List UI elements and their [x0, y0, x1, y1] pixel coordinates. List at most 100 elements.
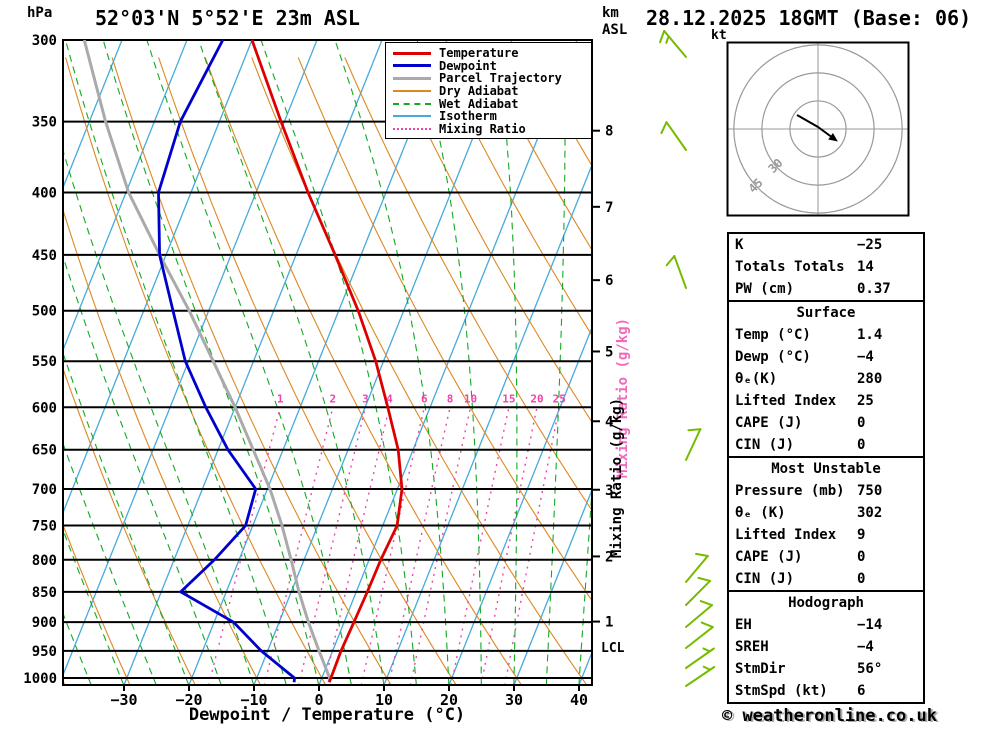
- stats-value: 0: [857, 437, 866, 453]
- svg-text:2: 2: [330, 392, 337, 405]
- svg-text:km: km: [602, 5, 619, 21]
- stats-section-indices: K −25 Totals Totals 14 PW (cm) 0.37: [729, 234, 923, 300]
- legend-swatch-dry_adiabat: [393, 90, 431, 93]
- stats-label: CAPE (J): [735, 549, 803, 565]
- stats-row: CAPE (J) 0: [729, 546, 923, 568]
- copyright: © weatheronline.co.uk: [722, 706, 937, 726]
- svg-text:450: 450: [32, 248, 57, 264]
- svg-text:−30: −30: [110, 691, 137, 709]
- svg-text:1: 1: [277, 392, 284, 405]
- dewpoint-curve: [157, 40, 296, 683]
- legend-swatch-temperature: [393, 51, 431, 55]
- hodograph-trace: [796, 114, 834, 139]
- svg-text:8: 8: [605, 124, 613, 140]
- svg-text:1000: 1000: [23, 671, 57, 687]
- stats-row: Pressure (mb) 750: [729, 480, 923, 502]
- svg-text:750: 750: [32, 519, 57, 535]
- stats-value: 6: [857, 683, 866, 699]
- legend-swatch-isotherm: [393, 115, 431, 118]
- legend-item-dry_adiabat: Dry Adiabat: [393, 85, 591, 98]
- svg-text:2: 2: [605, 549, 613, 565]
- stats-label: CIN (J): [735, 437, 795, 453]
- stats-row: Lifted Index 9: [729, 524, 923, 546]
- stats-value: 302: [857, 505, 883, 521]
- wind-barb: [685, 621, 714, 649]
- stats-value: 280: [857, 371, 883, 387]
- legend-item-mixing_ratio: Mixing Ratio: [393, 123, 591, 136]
- legend-swatch-wet_adiabat: [393, 102, 431, 105]
- stats-row: Dewp (°C) −4: [729, 346, 923, 368]
- stats-label: StmSpd (kt): [735, 683, 828, 699]
- svg-text:20: 20: [440, 691, 458, 709]
- svg-text:900: 900: [32, 615, 57, 631]
- svg-text:850: 850: [32, 585, 57, 601]
- stats-value: 0.37: [857, 281, 891, 297]
- stats-section-most-unstable: Most Unstable Pressure (mb) 750 θₑ (K) 302 Li…: [729, 456, 923, 590]
- stats-value: 14: [857, 259, 874, 275]
- svg-text:hPa: hPa: [27, 5, 52, 21]
- stats-section-title: Most Unstable: [771, 461, 881, 477]
- wind-barb: [685, 428, 702, 461]
- stats-label: Totals Totals: [735, 259, 845, 275]
- stats-row: CIN (J) 0: [729, 568, 923, 590]
- svg-text:600: 600: [32, 400, 57, 416]
- svg-text:Mixing Ratio (g/kg): Mixing Ratio (g/kg): [609, 398, 625, 558]
- stats-section-title: Hodograph: [788, 595, 864, 611]
- svg-text:25: 25: [553, 392, 566, 405]
- stats-value: 56°: [857, 661, 883, 677]
- stats-value: 0: [857, 571, 866, 587]
- stats-label: Lifted Index: [735, 393, 837, 409]
- svg-text:1: 1: [605, 615, 613, 631]
- svg-text:7: 7: [605, 200, 613, 216]
- stats-row: StmSpd (kt) 6: [729, 680, 923, 702]
- svg-text:−10: −10: [240, 691, 267, 709]
- legend-label: Parcel Trajectory: [439, 71, 562, 86]
- stats-row: Lifted Index 25: [729, 390, 923, 412]
- temperature-axis-title: Dewpoint / Temperature (°C): [188, 705, 466, 725]
- stats-label: θₑ (K): [735, 505, 786, 521]
- legend-item-temperature: Temperature: [393, 47, 591, 60]
- temperature-curve: [250, 40, 404, 683]
- svg-text:20: 20: [530, 392, 543, 405]
- legend-label: Dewpoint: [439, 58, 497, 73]
- stats-row: Temp (°C) 1.4: [729, 324, 923, 346]
- svg-text:3: 3: [362, 392, 369, 405]
- stats-label: Lifted Index: [735, 527, 837, 543]
- stats-section-hodograph: Hodograph EH −14 SREH −4 StmDir 56° StmSpd (kt)…: [729, 590, 923, 702]
- stats-row: SREH −4: [729, 636, 923, 658]
- svg-text:800: 800: [32, 553, 57, 569]
- legend-label: Dry Adiabat: [439, 84, 519, 99]
- station-title: 52°03'N 5°52'E 23m ASL: [95, 6, 360, 30]
- wind-barb: [685, 576, 712, 606]
- stats-label: Temp (°C): [735, 327, 811, 343]
- stats-row: StmDir 56°: [729, 658, 923, 680]
- stats-value: 9: [857, 527, 866, 543]
- svg-text:Mixing Ratio (g/kg): Mixing Ratio (g/kg): [615, 318, 631, 478]
- svg-text:6: 6: [605, 273, 613, 289]
- stats-value: 1.4: [857, 327, 883, 343]
- svg-text:300: 300: [32, 33, 57, 49]
- svg-text:650: 650: [32, 443, 57, 459]
- svg-text:kt: kt: [711, 28, 727, 43]
- legend-swatch-dewpoint: [393, 64, 431, 68]
- svg-text:4: 4: [605, 414, 613, 430]
- svg-text:700: 700: [32, 482, 57, 498]
- stats-value: −4: [857, 349, 874, 365]
- legend-item-isotherm: Isotherm: [393, 110, 591, 123]
- legend-swatch-parcel: [393, 76, 431, 80]
- svg-text:10: 10: [464, 392, 477, 405]
- legend-label: Wet Adiabat: [439, 96, 519, 111]
- svg-text:10: 10: [375, 691, 393, 709]
- svg-text:30: 30: [505, 691, 523, 709]
- stats-value: −14: [857, 617, 883, 633]
- stats-row: PW (cm) 0.37: [729, 278, 923, 300]
- svg-text:550: 550: [32, 354, 57, 370]
- svg-text:5: 5: [605, 344, 613, 360]
- wind-barb: [660, 121, 687, 151]
- svg-text:350: 350: [32, 115, 57, 131]
- stats-value: 0: [857, 549, 866, 565]
- legend-swatch-mixing_ratio: [393, 127, 431, 130]
- stats-label: CAPE (J): [735, 415, 803, 431]
